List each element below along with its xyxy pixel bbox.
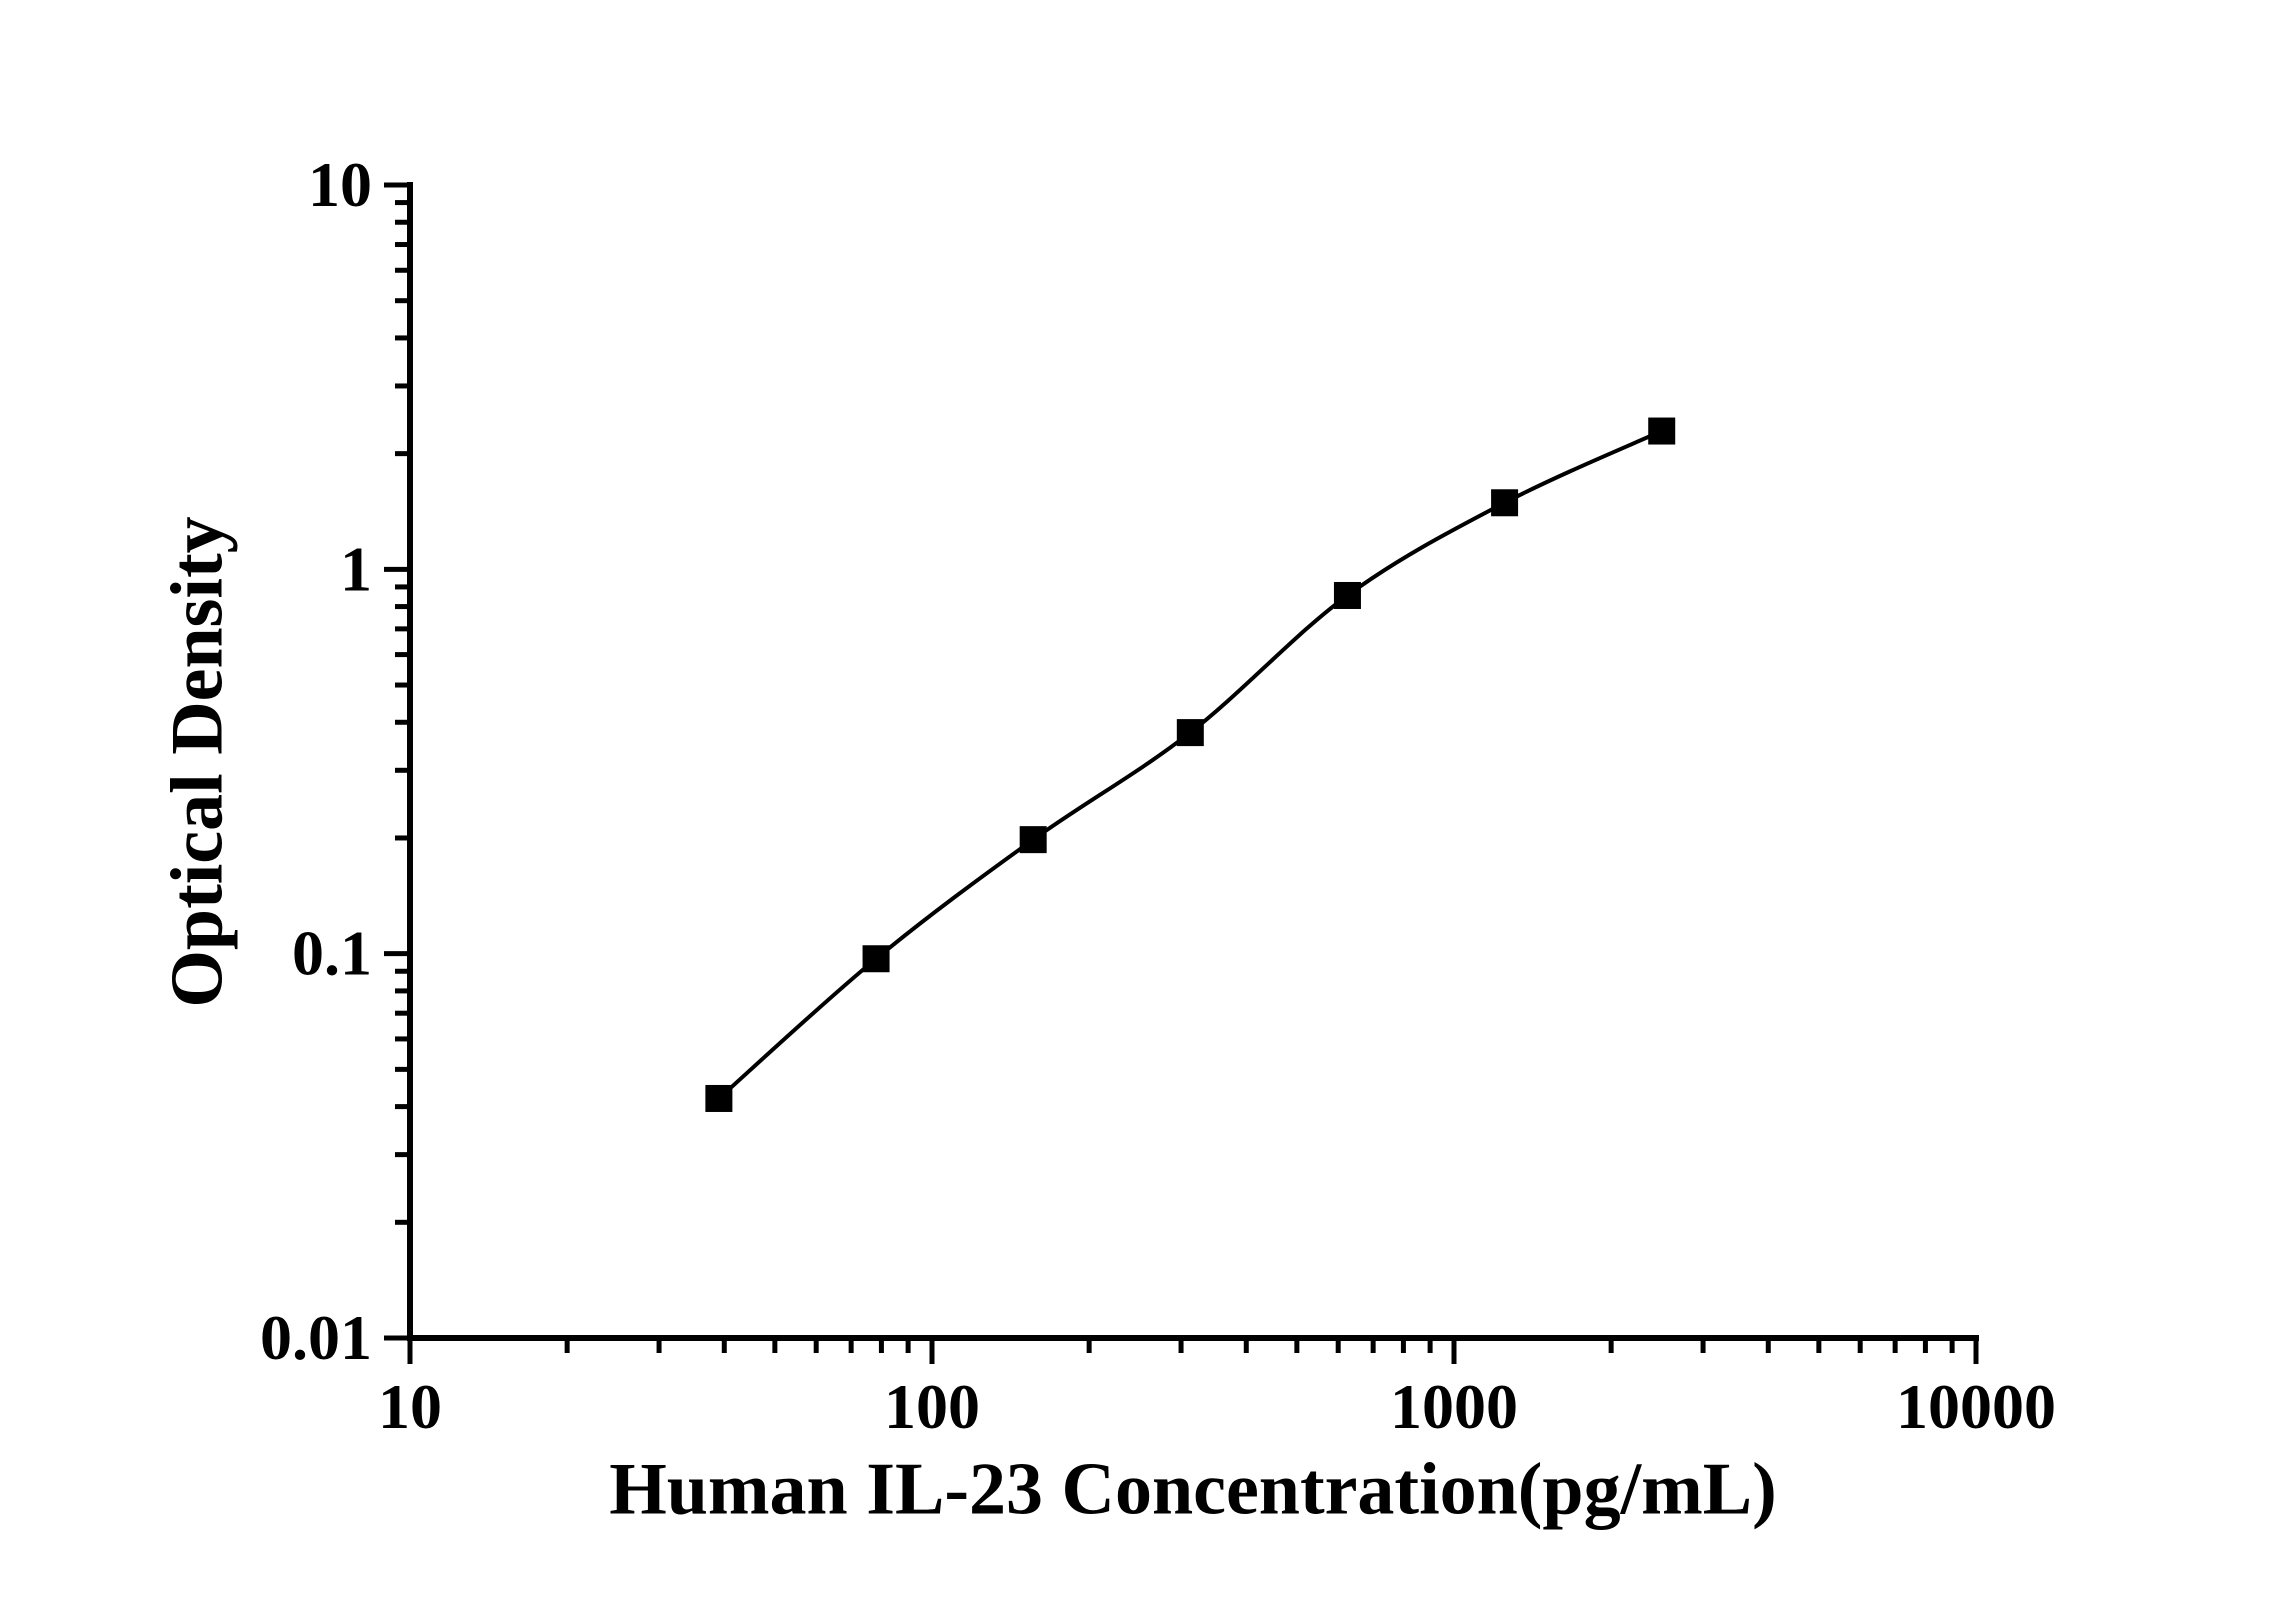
data-point-marker (1491, 489, 1519, 517)
y-tick-label: 1 (340, 533, 372, 604)
y-tick-label: 10 (308, 149, 372, 220)
data-point-marker (1019, 826, 1047, 854)
standard-curve-line (717, 429, 1663, 1100)
x-tick-label: 100 (884, 1371, 980, 1442)
data-point-marker (1176, 719, 1204, 747)
data-point-marker (862, 945, 890, 973)
data-point-marker (705, 1084, 733, 1112)
x-tick-label: 10 (378, 1371, 442, 1442)
data-point-marker (1648, 417, 1676, 445)
y-tick-label: 0.01 (260, 1302, 372, 1373)
y-axis-title: Optical Density (156, 516, 239, 1008)
axes-spines (407, 182, 1979, 1341)
x-tick-label: 1000 (1390, 1371, 1518, 1442)
data-point-marker (1333, 581, 1361, 609)
x-tick-label: 10000 (1896, 1371, 2056, 1442)
x-axis-title: Human IL-23 Concentration(pg/mL) (609, 1448, 1777, 1531)
y-tick-label: 0.1 (292, 918, 372, 989)
